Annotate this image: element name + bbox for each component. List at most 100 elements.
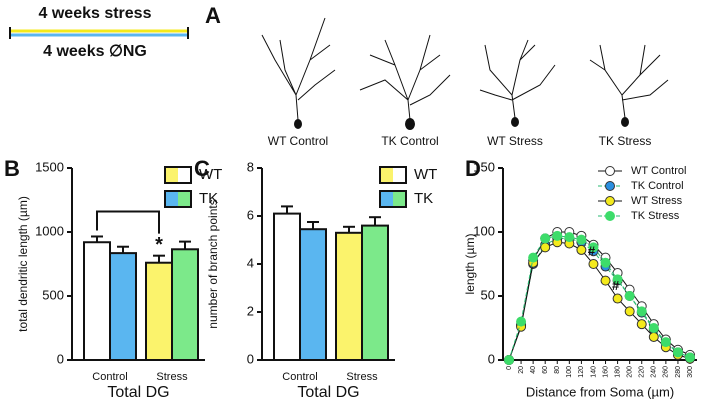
- point: [660, 337, 671, 348]
- bar: [109, 252, 137, 361]
- legend-marker: [605, 211, 615, 221]
- point: [588, 242, 599, 253]
- neuron-label: TK Control: [381, 134, 438, 148]
- series-line: [508, 231, 691, 361]
- bar: [361, 224, 389, 361]
- series-line: [508, 241, 691, 361]
- bar: [335, 231, 363, 361]
- y-tick-label: 1500: [35, 159, 64, 174]
- x-tick-label: Control: [282, 371, 317, 383]
- point: [576, 244, 587, 255]
- y-tick-label: 50: [481, 287, 495, 302]
- legend-label: TK Stress: [631, 210, 680, 222]
- x-tick-label: 300: [687, 366, 694, 378]
- panel-label: B: [4, 156, 20, 181]
- legend-label: WT: [414, 166, 437, 183]
- point: [636, 319, 647, 330]
- x-tick-label: 160: [602, 366, 609, 378]
- x-axis-title: Distance from Soma (µm): [526, 384, 674, 399]
- point: [612, 274, 623, 285]
- legend-label: WT: [199, 166, 222, 183]
- x-tick-label: 240: [651, 366, 658, 378]
- x-axis-title: Total DG: [297, 384, 359, 401]
- legend-swatch: [164, 190, 192, 208]
- legend-swatch: [379, 190, 407, 208]
- significance-bracket: [96, 210, 160, 234]
- legend-swatch: [379, 166, 407, 184]
- annotation: #: [588, 243, 596, 258]
- timeline-bottom: 4 weeks ∅NG: [43, 43, 147, 60]
- legend-marker: [605, 181, 615, 191]
- legend-label: TK: [199, 190, 218, 207]
- panel-label: C: [194, 156, 210, 181]
- bar: [83, 241, 111, 362]
- y-axis-title: number of branch points: [206, 199, 220, 328]
- annotation: #: [612, 278, 620, 293]
- x-tick-label: 20: [518, 366, 525, 374]
- y-tick-label: 4: [247, 255, 254, 270]
- y-tick-label: 500: [42, 287, 64, 302]
- point: [564, 232, 575, 243]
- point: [600, 257, 611, 268]
- y-axis-title: total dendritic length (µm): [16, 196, 30, 332]
- x-tick-label: 180: [614, 366, 621, 378]
- legend-label: TK Control: [631, 180, 684, 192]
- point: [648, 323, 659, 333]
- point: [588, 259, 599, 269]
- x-tick-label: 0: [506, 366, 513, 370]
- x-tick-label: 220: [639, 366, 646, 378]
- x-axis-title: Total DG: [107, 384, 169, 401]
- x-tick-label: 260: [663, 366, 670, 378]
- point: [504, 355, 514, 365]
- y-tick-label: 8: [247, 159, 254, 174]
- timeline-top: 4 weeks stress: [39, 5, 152, 22]
- y-tick-label: 1000: [35, 223, 64, 238]
- point: [648, 331, 659, 342]
- x-tick-label: Stress: [346, 371, 378, 383]
- point: [516, 316, 527, 327]
- legend-marker: [605, 196, 615, 206]
- y-tick-label: 6: [247, 207, 254, 222]
- x-tick-label: Stress: [156, 371, 188, 383]
- x-tick-label: 80: [554, 366, 561, 374]
- point: [685, 352, 695, 363]
- series-line: [508, 235, 691, 361]
- y-axis-title: length (µm): [463, 234, 477, 295]
- x-tick-label: 140: [590, 366, 597, 378]
- neuron-label: TK Stress: [599, 134, 652, 148]
- x-tick-label: 120: [578, 366, 585, 378]
- legend-label: TK: [414, 190, 433, 207]
- bar: [299, 228, 327, 361]
- x-tick-label: 280: [675, 366, 682, 378]
- legend-label: WT Control: [631, 165, 686, 177]
- panel-label: D: [465, 156, 481, 181]
- y-tick-label: 0: [57, 351, 64, 366]
- neuron-label: WT Stress: [487, 134, 543, 148]
- x-tick-label: 40: [530, 366, 537, 374]
- point: [624, 291, 635, 301]
- x-tick-label: 100: [566, 366, 573, 378]
- x-tick-label: Control: [92, 371, 127, 383]
- x-tick-label: 60: [542, 366, 549, 374]
- point: [612, 293, 623, 304]
- y-tick-label: 0: [247, 351, 254, 366]
- point: [600, 275, 611, 286]
- point: [528, 252, 539, 263]
- point: [624, 306, 635, 317]
- neuron-drawing: [261, 17, 669, 130]
- y-tick-label: 100: [473, 223, 495, 238]
- point: [672, 347, 683, 358]
- panel-label: A: [205, 3, 221, 28]
- point: [540, 233, 551, 244]
- annotation: *: [155, 234, 163, 256]
- bar: [171, 248, 199, 361]
- point: [552, 230, 563, 241]
- legend-label: WT Stress: [631, 195, 683, 207]
- x-tick-label: 200: [627, 366, 634, 378]
- neuron-label: WT Control: [268, 134, 328, 148]
- y-tick-label: 0: [488, 351, 495, 366]
- point: [636, 306, 647, 317]
- y-tick-label: 2: [247, 303, 254, 318]
- bar: [273, 212, 301, 361]
